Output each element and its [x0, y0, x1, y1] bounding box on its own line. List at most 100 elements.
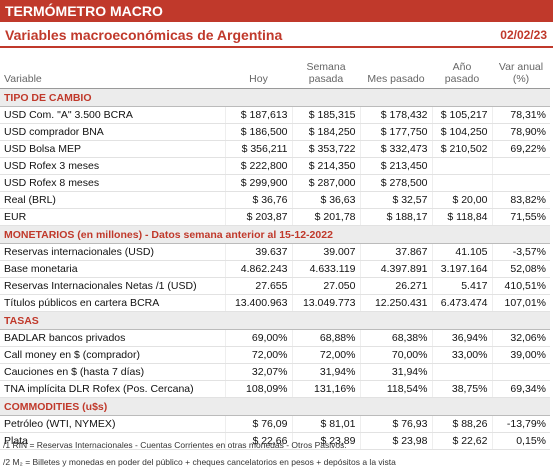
row-label: USD Rofex 8 meses [0, 174, 225, 192]
row-label: Petróleo (WTI, NYMEX) [0, 415, 225, 433]
data-row: Cauciones en $ (hasta 7 días) 32,07% 31,94… [0, 363, 550, 381]
row-label: USD comprador BNA [0, 123, 225, 141]
cell: 37.867 [359, 243, 432, 261]
cell: 39.007 [291, 243, 360, 261]
cell: $ 118,84 [431, 208, 492, 226]
cell: $ 188,17 [359, 208, 432, 226]
cell: $ 178,432 [359, 106, 432, 124]
cell: $ 104,250 [431, 123, 492, 141]
cell: 72,00% [291, 346, 360, 364]
cell: 410,51% [491, 277, 550, 295]
section-title: MONETARIOS (en millones) - Datos semana … [0, 225, 550, 244]
cell: 4.633.119 [291, 260, 360, 278]
cell: $ 332,473 [359, 140, 432, 158]
column-header: Var anual (%) [492, 49, 550, 89]
data-row: EUR $ 203,87 $ 201,78 $ 188,17 $ 118,84 71,55… [0, 208, 550, 226]
column-header: Mes pasado [360, 49, 432, 89]
cell: 12.250.431 [359, 294, 432, 312]
row-label: USD Com. "A" 3.500 BCRA [0, 106, 225, 124]
cell: 31,94% [291, 363, 360, 381]
cell: 68,38% [359, 329, 432, 347]
cell: $ 222,800 [224, 157, 292, 175]
cell: 39.637 [224, 243, 292, 261]
cell [491, 157, 550, 175]
cell: $ 36,76 [224, 191, 292, 209]
data-row: Títulos públicos en cartera BCRA 13.400.9… [0, 294, 550, 312]
cell: 5.417 [431, 277, 492, 295]
cell: 31,94% [359, 363, 432, 381]
cell [491, 174, 550, 192]
section-title: TIPO DE CAMBIO [0, 88, 550, 107]
cell: 27.655 [224, 277, 292, 295]
cell [431, 363, 492, 381]
cell: $ 287,000 [291, 174, 360, 192]
row-label: Call money en $ (comprador) [0, 346, 225, 364]
data-row: BADLAR bancos privados 69,00% 68,88% 68,38%… [0, 329, 550, 347]
footnote: /2 M₂ = Billetes y monedas en poder del … [3, 457, 396, 467]
cell: $ 23,98 [359, 432, 432, 450]
cell: 38,75% [431, 380, 492, 398]
cell: 36,94% [431, 329, 492, 347]
cell: $ 76,93 [359, 415, 432, 433]
data-row: Petróleo (WTI, NYMEX) $ 76,09 $ 81,01 $ 76,… [0, 415, 550, 433]
cell: $ 105,217 [431, 106, 492, 124]
section-header: MONETARIOS (en millones) - Datos semana … [0, 225, 550, 244]
cell: 6.473.474 [431, 294, 492, 312]
cell: 4.397.891 [359, 260, 432, 278]
section-title: COMMODITIES (u$s) [0, 397, 550, 416]
data-row: USD Rofex 3 meses $ 222,800 $ 214,350 $ 213… [0, 157, 550, 175]
cell: 78,31% [491, 106, 550, 124]
cell: $ 185,315 [291, 106, 360, 124]
cell: $ 23,89 [291, 432, 360, 450]
cell: $ 353,722 [291, 140, 360, 158]
cell: 27.050 [291, 277, 360, 295]
data-row: Reservas internacionales (USD) 39.637 39.0… [0, 243, 550, 261]
data-row: Reservas Internacionales Netas /1 (USD) 2… [0, 277, 550, 295]
cell: -13,79% [491, 415, 550, 433]
data-row: TNA implícita DLR Rofex (Pos. Cercana) 10… [0, 380, 550, 398]
section-title: TASAS [0, 311, 550, 330]
row-label: BADLAR bancos privados [0, 329, 225, 347]
cell: $ 213,450 [359, 157, 432, 175]
cell: $ 278,500 [359, 174, 432, 192]
footnote: /1 RIN = Reservas Internacionales - Cuen… [3, 440, 347, 450]
row-label: USD Rofex 3 meses [0, 157, 225, 175]
cell: 71,55% [491, 208, 550, 226]
cell: 52,08% [491, 260, 550, 278]
cell: 33,00% [431, 346, 492, 364]
row-label: Plata [0, 432, 225, 450]
cell: 26.271 [359, 277, 432, 295]
cell: $ 203,87 [224, 208, 292, 226]
cell: 131,16% [291, 380, 360, 398]
cell: 0,15% [491, 432, 550, 450]
cell: $ 356,211 [224, 140, 292, 158]
cell: 68,88% [291, 329, 360, 347]
data-row: Real (BRL) $ 36,76 $ 36,63 $ 32,57 $ 20,00 83… [0, 191, 550, 209]
cell: 32,07% [224, 363, 292, 381]
cell: $ 177,750 [359, 123, 432, 141]
cell: 78,90% [491, 123, 550, 141]
title: Variables macroeconómicas de Argentina [5, 27, 283, 43]
cell: $ 187,613 [224, 106, 292, 124]
section-header: TIPO DE CAMBIO [0, 88, 550, 107]
column-header: Hoy [225, 49, 292, 89]
cell: 108,09% [224, 380, 292, 398]
cell: $ 81,01 [291, 415, 360, 433]
cell: 118,54% [359, 380, 432, 398]
cell: -3,57% [491, 243, 550, 261]
banner: TERMÓMETRO MACRO [0, 0, 553, 22]
row-label: Títulos públicos en cartera BCRA [0, 294, 225, 312]
cell: 39,00% [491, 346, 550, 364]
cell: 69,00% [224, 329, 292, 347]
cell: $ 76,09 [224, 415, 292, 433]
date: 02/02/23 [500, 28, 547, 42]
header-row: Variable Hoy Semana pasada Mes pasado Año pa… [0, 49, 550, 89]
cell: $ 210,502 [431, 140, 492, 158]
cell: $ 22,62 [431, 432, 492, 450]
cell: $ 214,350 [291, 157, 360, 175]
cell: 3.197.164 [431, 260, 492, 278]
section-header: COMMODITIES (u$s) [0, 397, 550, 416]
cell: 70,00% [359, 346, 432, 364]
data-row: Plata $ 22,66 $ 23,89 $ 23,98 $ 22,62 0,15% [0, 432, 550, 450]
cell: $ 299,900 [224, 174, 292, 192]
